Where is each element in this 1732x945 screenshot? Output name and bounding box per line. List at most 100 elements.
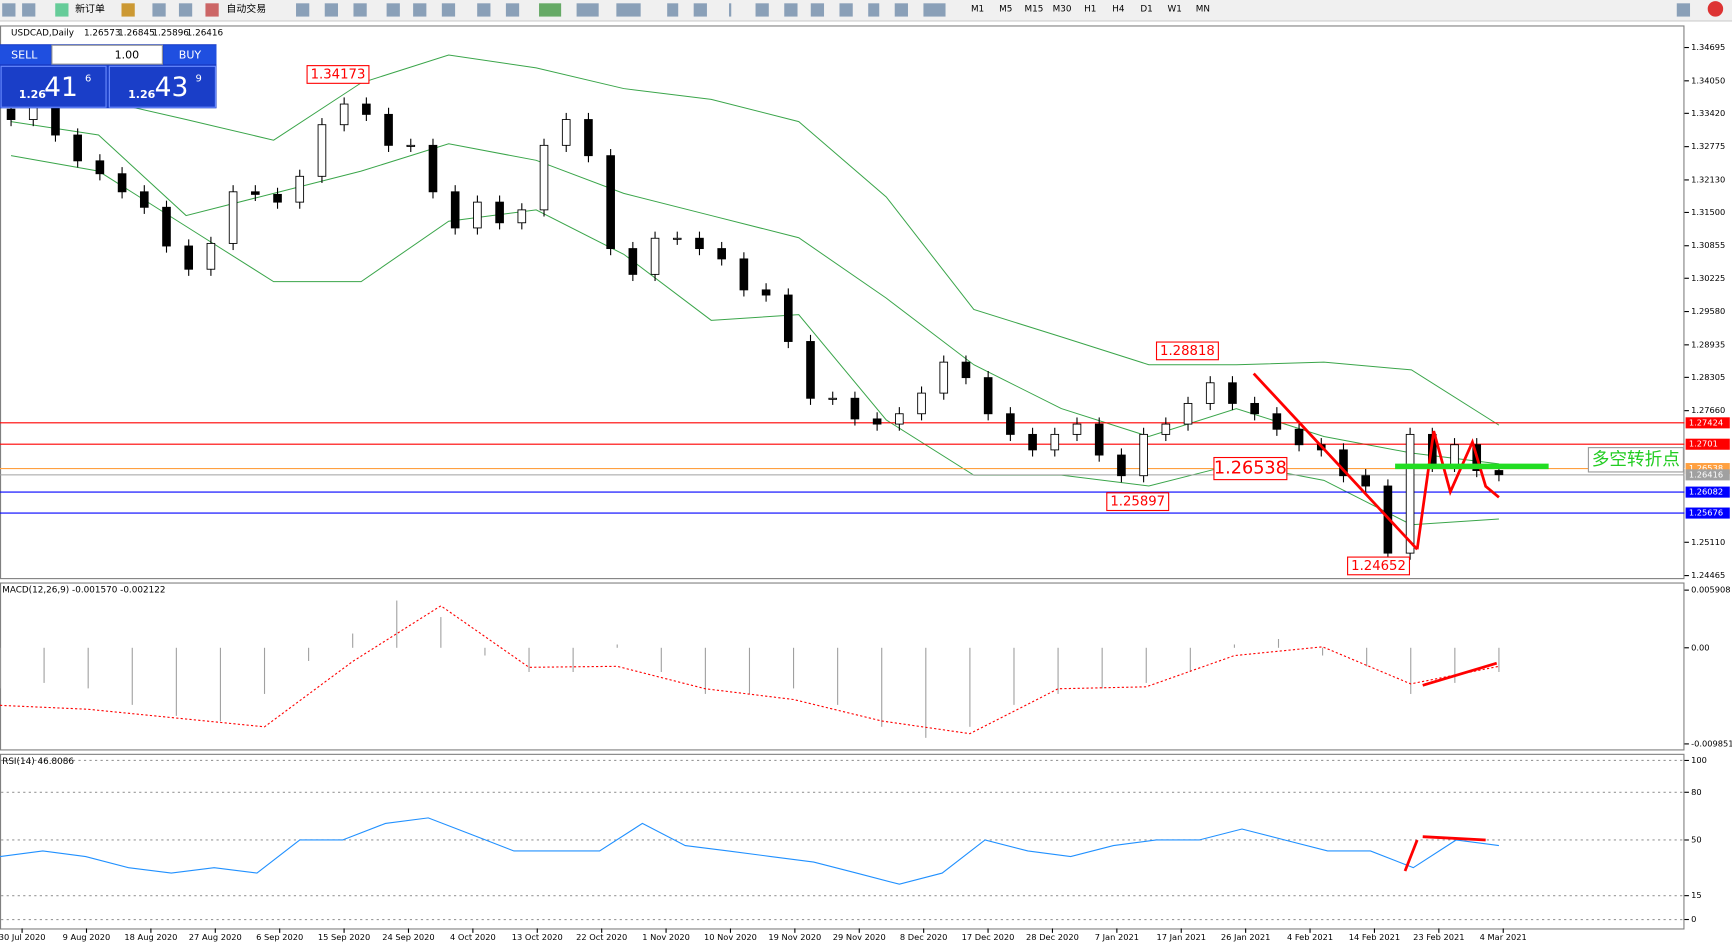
toolbar-button[interactable]: 新订单 — [75, 2, 105, 15]
y-tick-label: 80 — [1691, 787, 1702, 797]
icon[interactable] — [121, 3, 135, 17]
price-level-label: 1.27424 — [1689, 417, 1723, 427]
x-tick-label: 22 Oct 2020 — [576, 932, 627, 942]
icon[interactable] — [296, 3, 310, 17]
candle-body — [95, 160, 105, 175]
period-button[interactable]: M15 — [1024, 4, 1043, 14]
period-button[interactable]: M30 — [1053, 4, 1072, 14]
annotation-box — [1213, 456, 1288, 481]
candle-body — [717, 248, 726, 260]
y-tick-label: 1.30225 — [1691, 273, 1725, 283]
icon[interactable] — [178, 3, 193, 17]
icon[interactable] — [1676, 3, 1691, 17]
candle-body — [6, 108, 16, 120]
candle-body — [184, 245, 194, 270]
icon[interactable] — [755, 3, 769, 17]
rsi-panel — [0, 753, 1685, 930]
icon[interactable] — [413, 3, 427, 17]
period-button[interactable]: W1 — [1168, 4, 1182, 14]
candle-body — [117, 173, 127, 193]
chart-title: USDCAD,Daily — [11, 29, 74, 39]
x-tick-label: 10 Nov 2020 — [704, 932, 757, 942]
candle-body — [362, 103, 371, 115]
lots-input[interactable] — [51, 44, 163, 65]
icon[interactable] — [386, 3, 400, 17]
x-tick-label: 6 Sep 2020 — [256, 932, 303, 942]
sell-label[interactable]: SELL — [11, 48, 38, 61]
price-level-box — [1685, 417, 1730, 429]
icon[interactable] — [693, 3, 707, 17]
candle-body — [339, 103, 349, 126]
bid-box[interactable] — [0, 65, 107, 108]
icon[interactable] — [576, 3, 599, 17]
icon[interactable] — [810, 3, 825, 17]
sell-button[interactable] — [0, 45, 51, 65]
icon[interactable] — [868, 3, 880, 17]
icon[interactable] — [616, 3, 641, 17]
arrow — [1422, 661, 1498, 687]
candle-body — [206, 242, 216, 270]
y-tick-label: 1.32775 — [1691, 141, 1725, 151]
price-level-label: 1.26416 — [1689, 469, 1723, 479]
candle-body — [628, 248, 638, 275]
icon[interactable] — [477, 3, 491, 17]
y-tick-label: 1.32130 — [1691, 174, 1725, 184]
y-tick-label: 1.34050 — [1691, 75, 1725, 85]
candle-body — [783, 294, 793, 342]
candle-body — [1139, 433, 1148, 477]
x-tick-label: 26 Jan 2021 — [1221, 932, 1271, 942]
candle-body — [1339, 449, 1348, 477]
period-button[interactable]: H1 — [1084, 4, 1096, 14]
y-tick-label: 1.29580 — [1691, 306, 1725, 316]
candle-body — [872, 418, 882, 425]
y-tick-label: 1.24465 — [1691, 570, 1725, 580]
period-button[interactable]: H4 — [1112, 4, 1125, 14]
icon[interactable] — [729, 3, 732, 17]
bid-big: 1.26 — [19, 88, 47, 101]
candle-body — [406, 144, 416, 147]
annotation-box — [1155, 341, 1219, 361]
icon[interactable] — [205, 3, 219, 17]
period-button[interactable]: M5 — [999, 4, 1012, 14]
ask-pips: 43 — [155, 72, 189, 103]
icon[interactable] — [22, 3, 36, 17]
candle-body — [517, 209, 527, 224]
buy-label[interactable]: BUY — [179, 48, 202, 61]
icon[interactable] — [923, 3, 946, 17]
annotation: 1.26538 — [1214, 459, 1287, 479]
icon[interactable] — [667, 3, 679, 17]
notification-badge[interactable] — [1707, 1, 1724, 17]
price-panel — [0, 25, 1685, 580]
icon[interactable] — [55, 3, 69, 17]
icon[interactable] — [505, 3, 520, 17]
x-tick-label: 4 Feb 2021 — [1287, 932, 1333, 942]
icon[interactable] — [839, 3, 853, 17]
quote-value: 1.26845 — [118, 29, 155, 39]
icon[interactable] — [784, 3, 798, 17]
buy-button[interactable] — [163, 45, 217, 65]
toolbar-button[interactable]: 自动交易 — [226, 2, 266, 15]
price-level-box — [1685, 507, 1730, 519]
candle-body — [584, 119, 593, 157]
icon[interactable] — [894, 3, 908, 17]
icon[interactable] — [539, 3, 562, 17]
candle-body — [1183, 402, 1193, 425]
period-button[interactable]: MN — [1196, 4, 1210, 14]
candle-body — [761, 289, 771, 296]
candle-body — [1072, 423, 1082, 435]
lots[interactable]: 1.00 — [115, 48, 140, 61]
icon[interactable] — [441, 3, 456, 17]
period-button[interactable]: D1 — [1140, 4, 1152, 14]
y-tick-label: 1.27660 — [1691, 405, 1725, 415]
icon[interactable] — [353, 3, 367, 17]
x-tick-label: 4 Oct 2020 — [450, 932, 496, 942]
ask-box[interactable] — [108, 65, 216, 108]
icon[interactable] — [152, 3, 166, 17]
arrow — [1403, 839, 1419, 872]
candle-body — [806, 341, 815, 399]
icon[interactable] — [324, 3, 339, 17]
period-button[interactable]: M1 — [971, 4, 984, 14]
icon[interactable] — [2, 3, 16, 17]
candle-body — [695, 237, 704, 250]
